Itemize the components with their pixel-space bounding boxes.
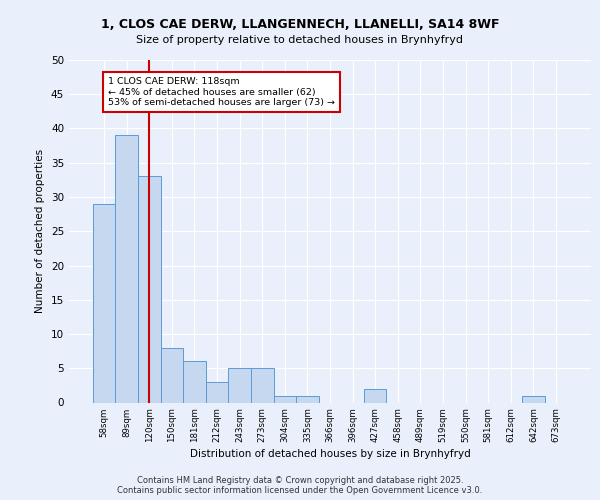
Text: Contains HM Land Registry data © Crown copyright and database right 2025.
Contai: Contains HM Land Registry data © Crown c… xyxy=(118,476,482,495)
Bar xyxy=(522,396,545,402)
Y-axis label: Number of detached properties: Number of detached properties xyxy=(35,149,46,314)
Bar xyxy=(229,368,251,402)
Bar xyxy=(274,396,296,402)
Text: Size of property relative to detached houses in Brynhyfryd: Size of property relative to detached ho… xyxy=(137,35,464,45)
X-axis label: Distribution of detached houses by size in Brynhyfryd: Distribution of detached houses by size … xyxy=(190,449,470,459)
Bar xyxy=(364,389,386,402)
Bar xyxy=(183,362,206,403)
Bar xyxy=(138,176,161,402)
Bar xyxy=(115,136,138,402)
Text: 1 CLOS CAE DERW: 118sqm
← 45% of detached houses are smaller (62)
53% of semi-de: 1 CLOS CAE DERW: 118sqm ← 45% of detache… xyxy=(108,77,335,107)
Bar xyxy=(206,382,229,402)
Bar xyxy=(93,204,115,402)
Bar xyxy=(251,368,274,402)
Bar xyxy=(296,396,319,402)
Bar xyxy=(161,348,183,403)
Text: 1, CLOS CAE DERW, LLANGENNECH, LLANELLI, SA14 8WF: 1, CLOS CAE DERW, LLANGENNECH, LLANELLI,… xyxy=(101,18,499,30)
